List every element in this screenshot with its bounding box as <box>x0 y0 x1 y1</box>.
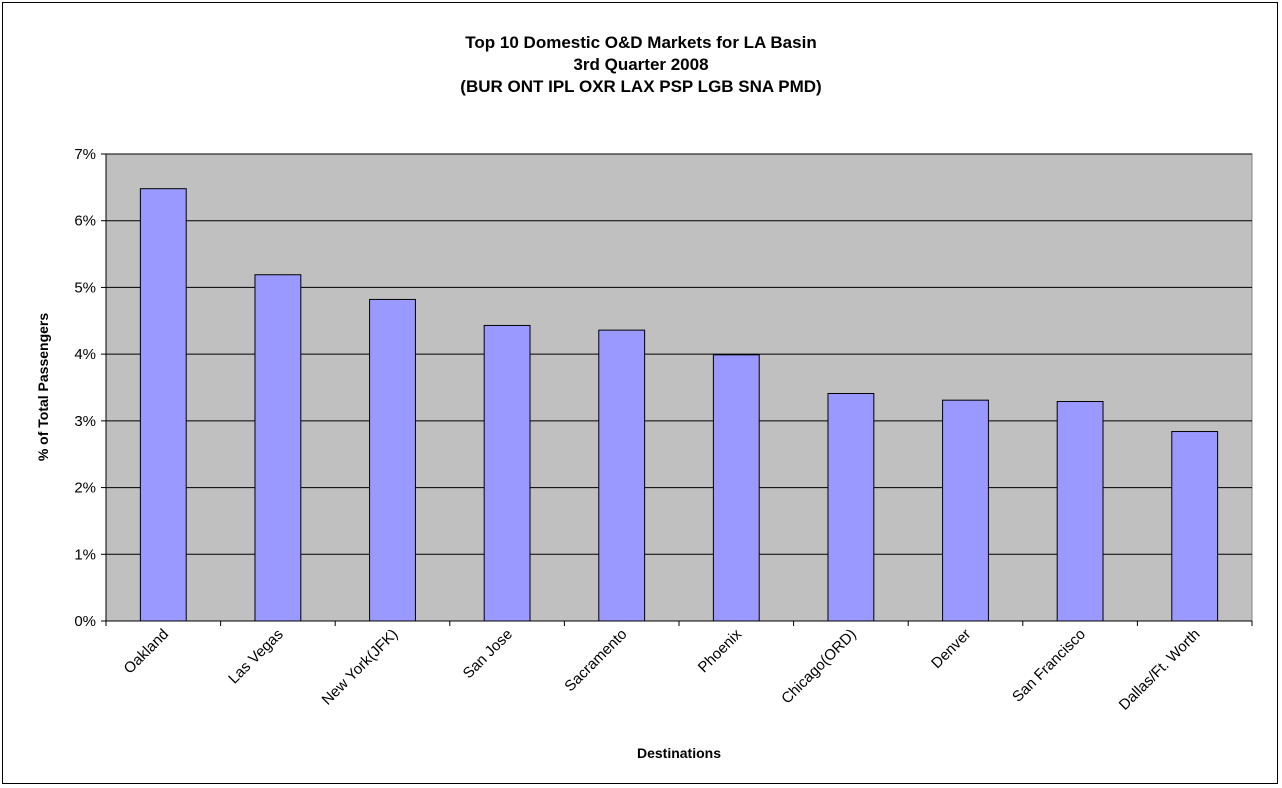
bar-las-vegas <box>254 274 302 622</box>
x-tick-label: Phoenix <box>695 625 746 676</box>
x-tick-label: Las Vegas <box>225 626 287 688</box>
y-tick-label: 5% <box>74 279 96 296</box>
bar-san-jose <box>483 324 531 622</box>
bar-sacramento <box>598 329 646 622</box>
y-tick-label: 6% <box>74 213 96 230</box>
x-tick-label: San Francisco <box>1009 626 1089 706</box>
axes <box>101 153 1253 626</box>
chart-title-line-3: (BUR ONT IPL OXR LAX PSP LGB SNA PMD) <box>460 77 822 96</box>
y-tick-labels: 0% 1% 2% 3% 4% 5% 6% 7% <box>74 146 96 630</box>
x-tick-label: San Jose <box>460 626 516 682</box>
y-tick-label: 4% <box>74 346 96 363</box>
bar-san-francisco <box>1056 401 1104 622</box>
y-tick-label: 1% <box>74 546 96 563</box>
x-tick-label: New York(JFK) <box>319 626 402 709</box>
chart-title-line-1: Top 10 Domestic O&D Markets for LA Basin <box>465 33 817 52</box>
bar-new-york-jfk- <box>369 298 416 622</box>
x-tick-label: Sacramento <box>561 626 630 695</box>
x-tick-label: Chicago(ORD) <box>778 626 860 708</box>
y-axis-title: % of Total Passengers <box>35 313 51 462</box>
x-tick-label: Dallas/Ft. Worth <box>1116 626 1204 714</box>
bar-dallas-ft-worth <box>1171 431 1219 622</box>
bar-phoenix <box>712 354 760 622</box>
y-tick-label: 3% <box>74 413 96 430</box>
bar-chicago-ord- <box>827 393 875 622</box>
y-tick-label: 7% <box>74 146 96 163</box>
y-tick-label: 0% <box>74 613 96 630</box>
bar-oakland <box>139 188 187 622</box>
chart-title: Top 10 Domestic O&D Markets for LA Basin… <box>0 32 1282 98</box>
y-tick-label: 2% <box>74 480 96 497</box>
x-tick-labels: Oakland Las Vegas New York(JFK) San Jose Sac… <box>121 625 1204 713</box>
bars <box>139 188 1219 622</box>
chart-title-line-2: 3rd Quarter 2008 <box>573 55 709 74</box>
x-tick-label: Denver <box>928 626 974 672</box>
x-tick-label: Oakland <box>121 626 173 678</box>
x-axis-title: Destinations <box>637 745 721 761</box>
bar-denver <box>942 399 989 622</box>
